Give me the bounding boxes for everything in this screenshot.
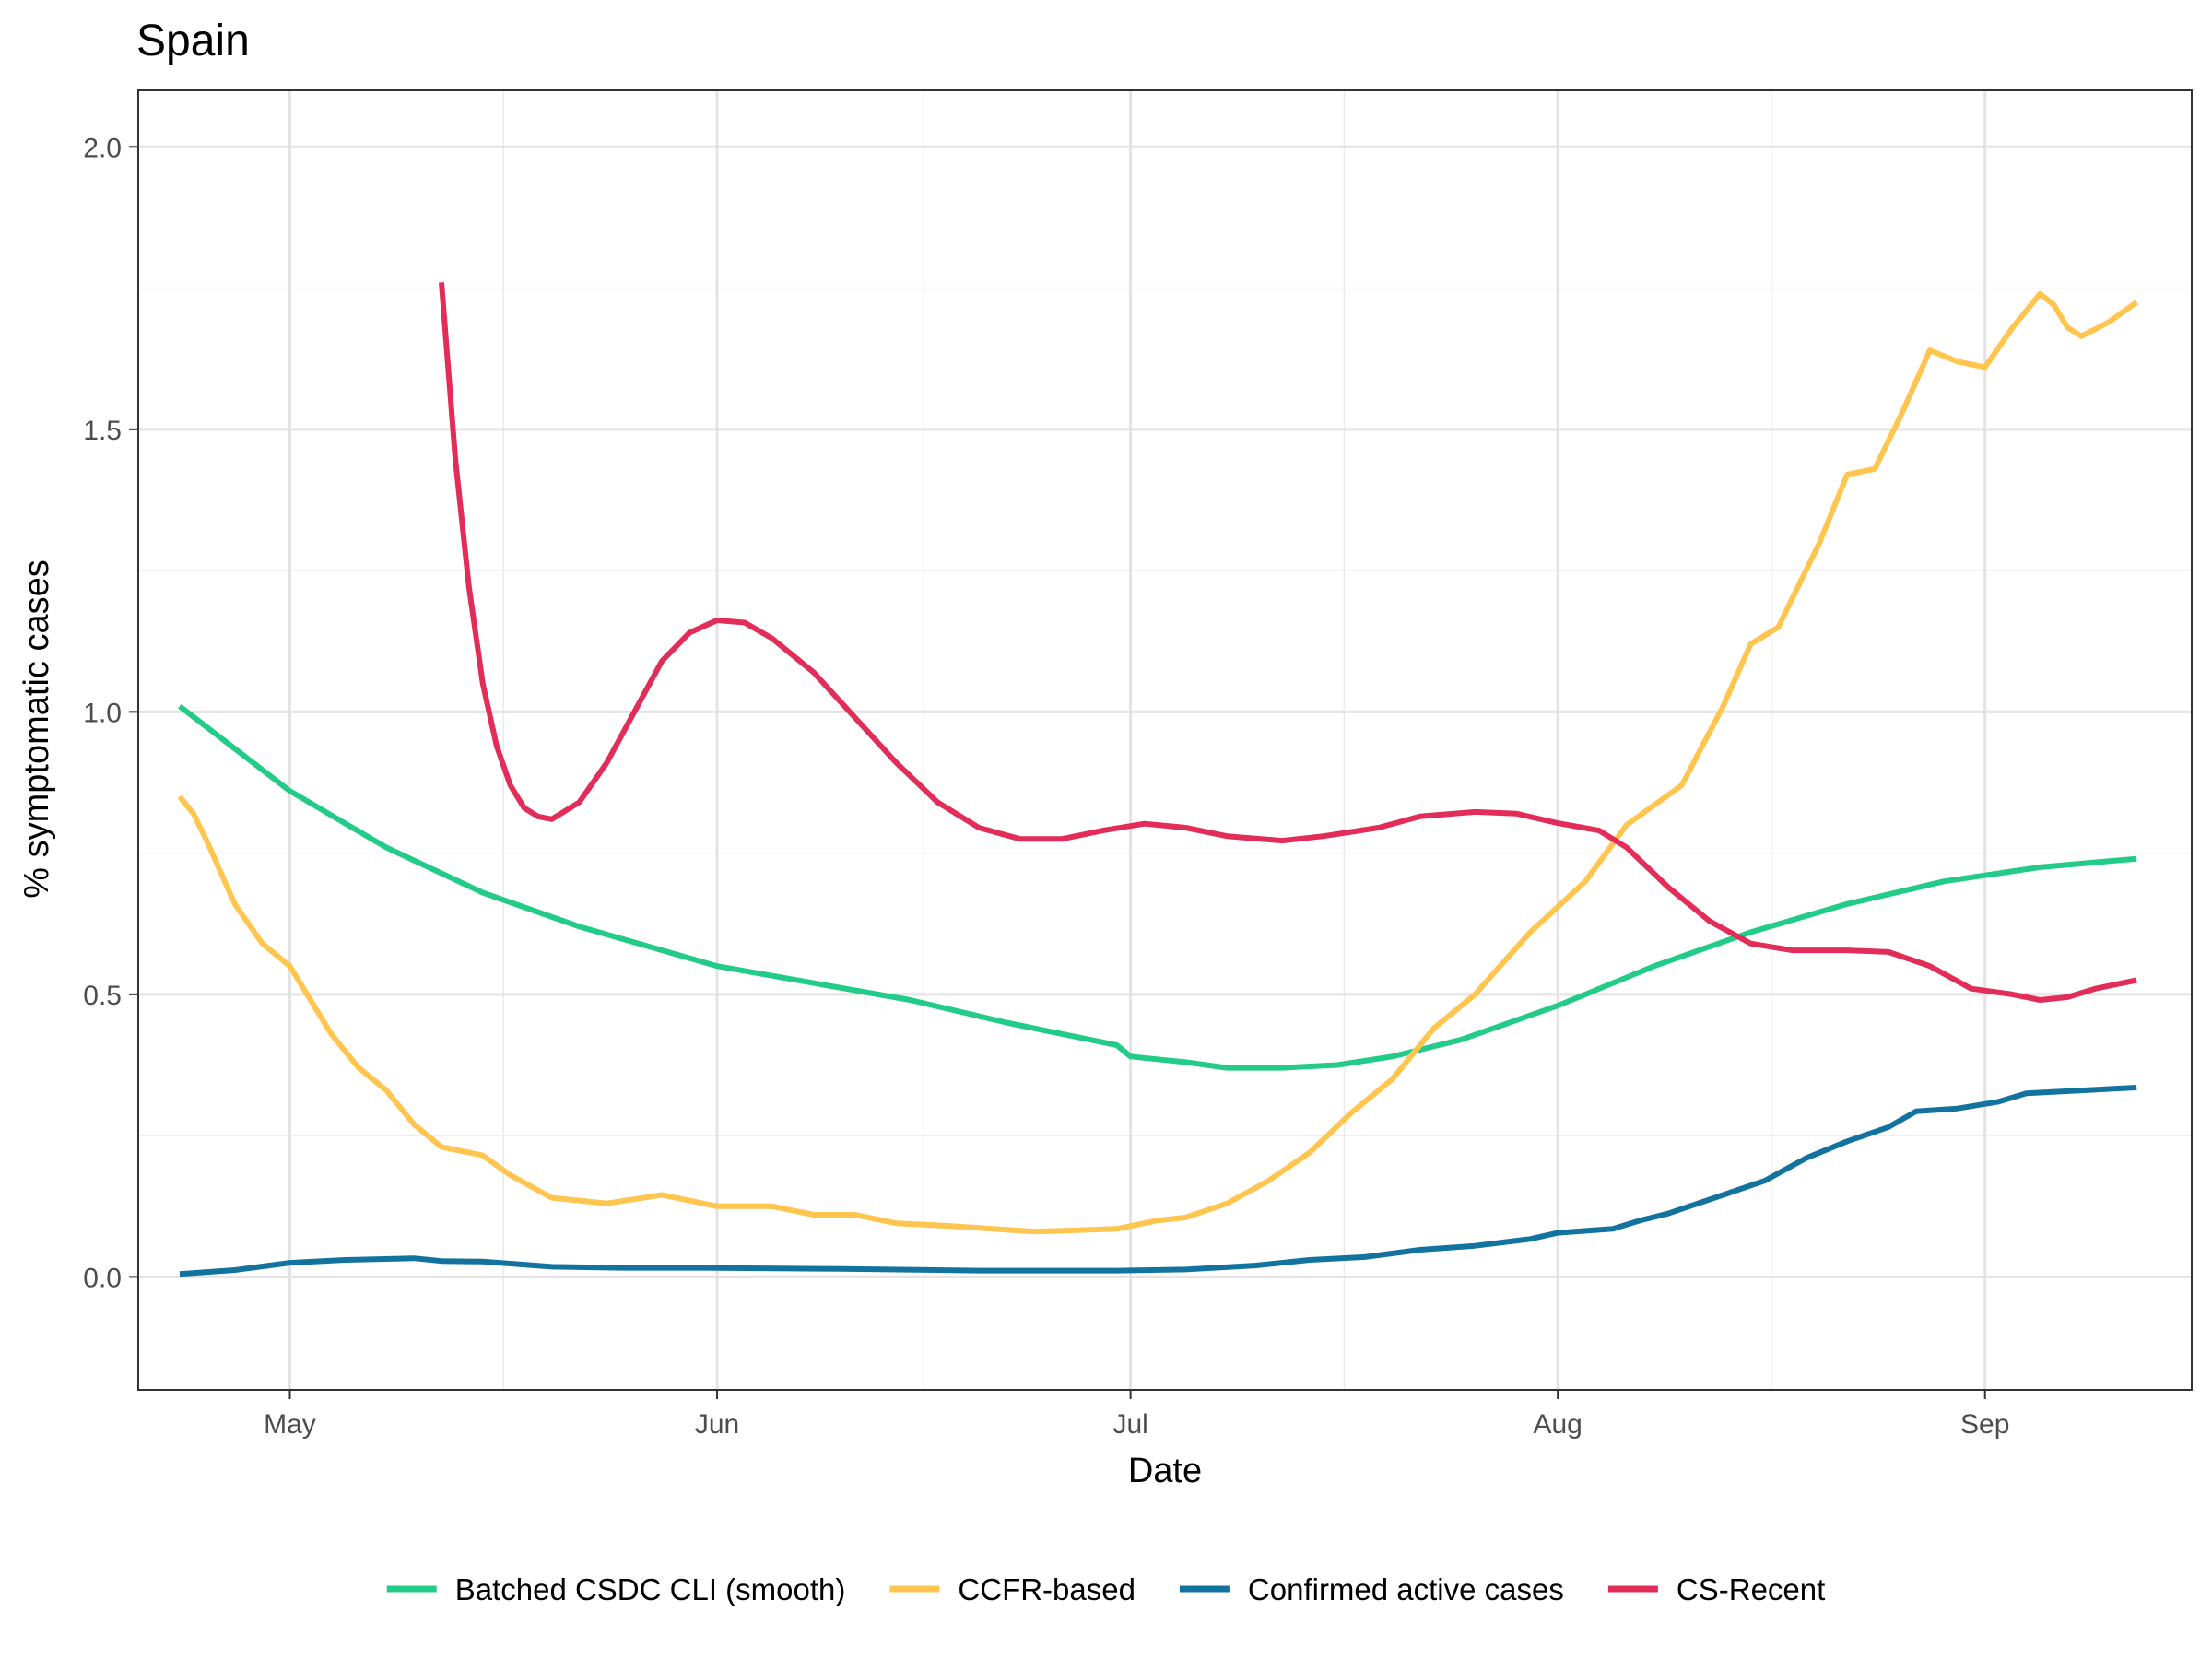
legend-item: Confirmed active cases [1179,1572,1564,1606]
y-axis-title: % symptomatic cases [18,559,56,898]
x-tick-label: Sep [1960,1409,2009,1440]
legend-label: CCFR-based [958,1572,1135,1606]
legend-item: CCFR-based [889,1572,1135,1606]
legend-label: Confirmed active cases [1248,1572,1564,1606]
y-tick-label: 1.0 [83,698,122,728]
axis-ticks: May Jun Jul Aug Sep 0.0 0.5 1.0 1.5 2.0 [83,133,2009,1440]
legend: Batched CSDC CLI (smooth) CCFR-based Confi… [386,1572,1825,1606]
y-tick-label: 0.0 [83,1263,122,1293]
series-line-ccfr-based [177,290,2138,1235]
legend-item: Batched CSDC CLI (smooth) [386,1572,846,1606]
y-tick-label: 0.5 [83,981,122,1011]
legend-label: Batched CSDC CLI (smooth) [455,1572,846,1606]
x-axis-title: Date [1128,1452,1202,1490]
grid-lines [138,90,2192,1390]
chart-title: Spain [136,17,250,65]
legend-label: CS-Recent [1677,1572,1825,1606]
y-tick-label: 1.5 [83,416,122,446]
x-tick-label: Jul [1112,1409,1147,1440]
series-layer [177,282,2138,1277]
series-line-confirmed-active-cases [179,1085,2137,1277]
x-tick-label: Jun [695,1409,739,1440]
x-tick-label: May [264,1409,316,1440]
legend-item: CS-Recent [1607,1572,1825,1606]
x-tick-label: Aug [1533,1409,1582,1440]
series-line-batched-csdc-cli-smooth [178,703,2137,1071]
series-line-cs-recent [439,282,2137,1003]
y-tick-label: 2.0 [83,133,122,163]
panel-border [137,89,2193,1391]
